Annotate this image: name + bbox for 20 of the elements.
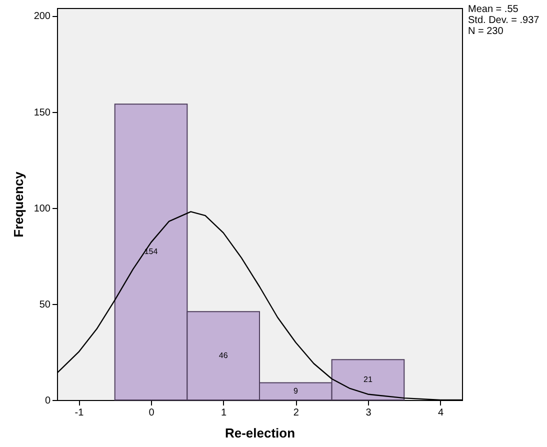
data-label: 21 (364, 374, 373, 384)
data-label: 46 (218, 350, 228, 360)
x-tick-label: 3 (366, 408, 372, 418)
y-tick-label: 200 (34, 11, 51, 22)
y-tick-label: 100 (34, 203, 51, 214)
x-tick-label: 4 (438, 408, 444, 418)
x-tick-label: 0 (148, 408, 155, 418)
data-label: 154 (144, 247, 158, 256)
y-tick-label: 150 (34, 107, 51, 118)
text: Mean = .55 (468, 4, 520, 15)
x-tick-label: 2 (293, 408, 300, 418)
x-tick-label: -1 (74, 408, 84, 418)
x-axis-title: Re-election (224, 426, 296, 440)
y-tick-label: 50 (39, 299, 51, 310)
text: Std. Dev. = .937 (468, 15, 540, 26)
x-tick-label: 1 (221, 408, 228, 418)
y-tick-label: 0 (44, 396, 51, 406)
text: N = 230 (468, 26, 504, 37)
y-axis-title: Frequency (10, 170, 26, 238)
data-label: 9 (293, 386, 298, 396)
